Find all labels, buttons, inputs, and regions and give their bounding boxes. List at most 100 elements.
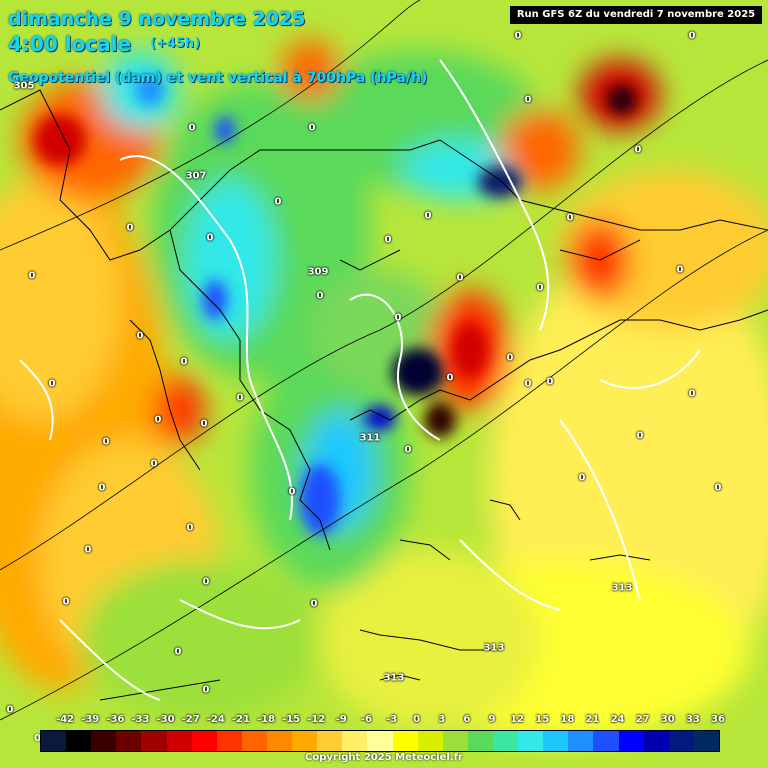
legend-tick-label: 12 <box>510 714 525 725</box>
legend-swatch <box>141 731 167 751</box>
zero-label: 0 <box>202 684 210 696</box>
zero-label: 0 <box>206 232 214 244</box>
legend-tick-label: -36 <box>106 714 125 725</box>
zero-label: 0 <box>174 646 182 658</box>
zero-label: 0 <box>456 272 464 284</box>
legend-swatch <box>241 731 267 751</box>
legend-tick-label: 30 <box>660 714 675 725</box>
forecast-time: 4:00 locale <box>8 32 132 56</box>
zero-label: 0 <box>714 482 722 494</box>
legend-tick-label: -12 <box>307 714 326 725</box>
zero-label: 0 <box>84 544 92 556</box>
legend-tick-label: -42 <box>56 714 75 725</box>
copyright: Copyright 2025 Meteociel.fr <box>305 752 463 763</box>
legend-swatch <box>643 731 669 751</box>
zero-label: 0 <box>636 430 644 442</box>
coastlines <box>0 89 768 701</box>
run-info: Run GFS 6Z du vendredi 7 novembre 2025 <box>510 6 762 24</box>
legend-swatch <box>492 731 519 751</box>
legend-tick-label: 27 <box>635 714 650 725</box>
geopotential-label: 313 <box>611 582 633 594</box>
zero-contours <box>19 59 701 701</box>
legend-zero-mark: 0 <box>34 733 41 744</box>
legend-tick-label: -6 <box>360 714 372 725</box>
legend-swatch <box>543 731 569 751</box>
zero-label: 0 <box>634 144 642 156</box>
geopotential-label: 311 <box>359 432 381 444</box>
geopotential-contours <box>0 0 768 721</box>
zero-label: 0 <box>424 210 432 222</box>
color-field-cores <box>34 74 636 536</box>
legend-swatch <box>568 731 594 751</box>
legend-swatch <box>693 731 719 751</box>
legend-swatch <box>66 731 92 751</box>
zero-label: 0 <box>102 436 110 448</box>
legend-swatch <box>668 731 694 751</box>
zero-label: 0 <box>676 264 684 276</box>
legend-tick-label: 24 <box>610 714 625 725</box>
legend-swatch <box>266 731 293 751</box>
legend-swatch <box>618 731 644 751</box>
zero-label: 0 <box>136 330 144 342</box>
legend-tick-label: -18 <box>256 714 276 725</box>
legend-swatch <box>342 731 368 751</box>
zero-label: 0 <box>6 704 14 716</box>
zero-label: 0 <box>48 378 56 390</box>
legend-swatch <box>442 731 468 751</box>
legend-swatch <box>518 731 544 751</box>
legend-tick-label: -39 <box>81 714 100 725</box>
legend-tick-label: -3 <box>385 714 398 725</box>
zero-label: 0 <box>688 388 696 400</box>
legend-swatch <box>367 731 393 751</box>
legend-swatch <box>91 731 117 751</box>
forecast-date: dimanche 9 novembre 2025 <box>8 8 306 30</box>
legend-tick-label: 21 <box>585 714 600 725</box>
zero-label: 0 <box>546 376 554 388</box>
geopotential-label: 305 <box>13 80 35 92</box>
legend-tick-label: -27 <box>181 714 200 725</box>
legend-swatch <box>317 731 343 751</box>
zero-label: 0 <box>316 290 324 302</box>
zero-label: 0 <box>200 418 208 430</box>
zero-label: 0 <box>98 482 106 494</box>
legend-tick-label: -24 <box>206 714 225 725</box>
legend-swatch <box>292 731 318 751</box>
legend-swatch <box>392 731 418 751</box>
zero-label: 0 <box>524 378 532 390</box>
legend-tick-label: -30 <box>156 714 175 725</box>
legend-ticks: -42 -39 -36 -33 -30 -27 -24 -21 -18 -15 -12 -9 -6 -3 0… <box>40 714 725 728</box>
legend-tick-label: -21 <box>231 714 250 725</box>
legend-tick-label: 9 <box>488 714 496 725</box>
parameter-title: Geopotentiel (dam) et vent vertical à 70… <box>8 70 428 86</box>
legend-tick-label: 6 <box>463 714 471 725</box>
zero-label: 0 <box>236 392 244 404</box>
zero-label: 0 <box>394 312 402 324</box>
zero-label: 0 <box>202 576 210 588</box>
legend-tick-label: 0 <box>413 714 421 725</box>
legend-tick-label: -33 <box>131 714 150 725</box>
zero-label: 0 <box>154 414 162 426</box>
legend-swatch <box>41 731 67 751</box>
legend-swatch <box>216 731 242 751</box>
geopotential-label: 313 <box>383 672 405 684</box>
legend-swatch <box>467 731 493 751</box>
zero-label: 0 <box>274 196 282 208</box>
color-legend <box>40 730 720 752</box>
legend-swatch <box>191 731 217 751</box>
legend-tick-label: 3 <box>438 714 446 725</box>
zero-label: 0 <box>578 472 586 484</box>
zero-label: 0 <box>524 94 532 106</box>
lead-time: (+45h) <box>150 36 201 51</box>
zero-label: 0 <box>186 522 194 534</box>
zero-label: 0 <box>514 30 522 42</box>
zero-label: 0 <box>384 234 392 246</box>
zero-label: 0 <box>308 122 316 134</box>
zero-label: 0 <box>126 222 134 234</box>
zero-label: 0 <box>188 122 196 134</box>
legend-tick-label: 36 <box>711 714 725 725</box>
legend-tick-label: 18 <box>560 714 575 725</box>
zero-label: 0 <box>150 458 158 470</box>
zero-label: 0 <box>62 596 70 608</box>
zero-label: 0 <box>688 30 696 42</box>
